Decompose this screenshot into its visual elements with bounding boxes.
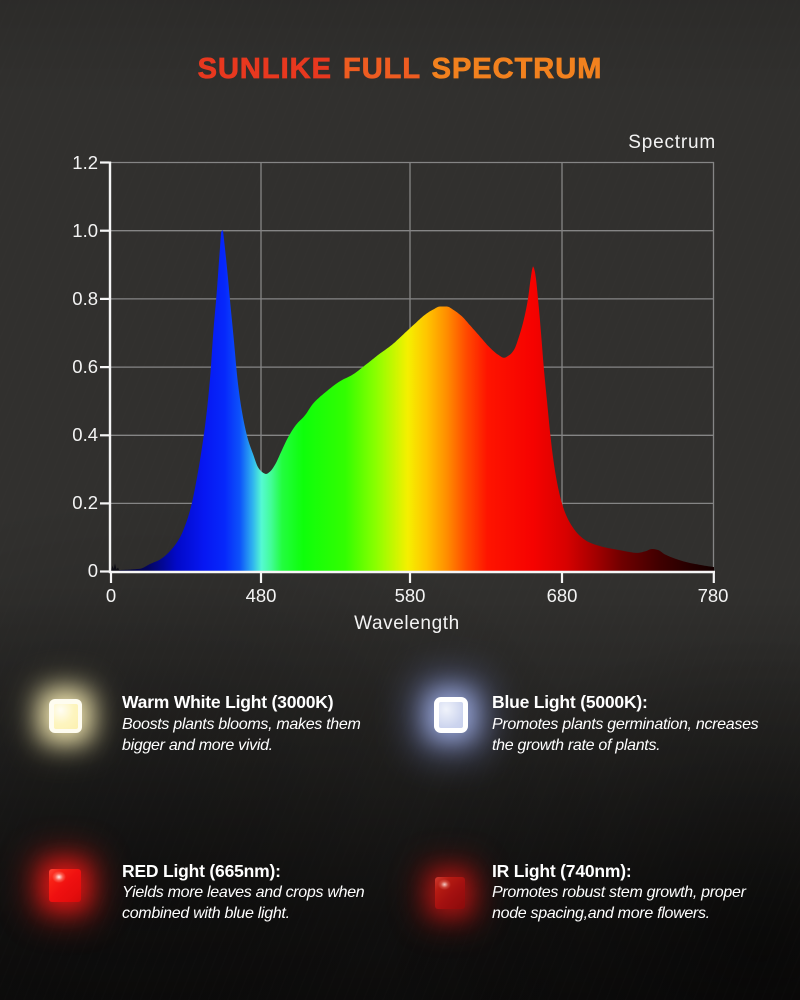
svg-text:780: 780	[698, 585, 729, 606]
svg-text:0: 0	[88, 560, 98, 581]
svg-text:0.4: 0.4	[72, 424, 98, 445]
svg-text:580: 580	[395, 585, 426, 606]
svg-text:680: 680	[547, 585, 578, 606]
svg-text:Spectrum: Spectrum	[628, 132, 716, 153]
svg-text:1.2: 1.2	[72, 152, 98, 173]
svg-text:480: 480	[246, 585, 277, 606]
svg-text:Wavelength: Wavelength	[354, 613, 460, 634]
svg-text:0.2: 0.2	[72, 492, 98, 513]
svg-text:1.0: 1.0	[72, 220, 98, 241]
svg-text:0.6: 0.6	[72, 356, 98, 377]
svg-text:0: 0	[106, 585, 116, 606]
svg-text:0.8: 0.8	[72, 288, 98, 309]
